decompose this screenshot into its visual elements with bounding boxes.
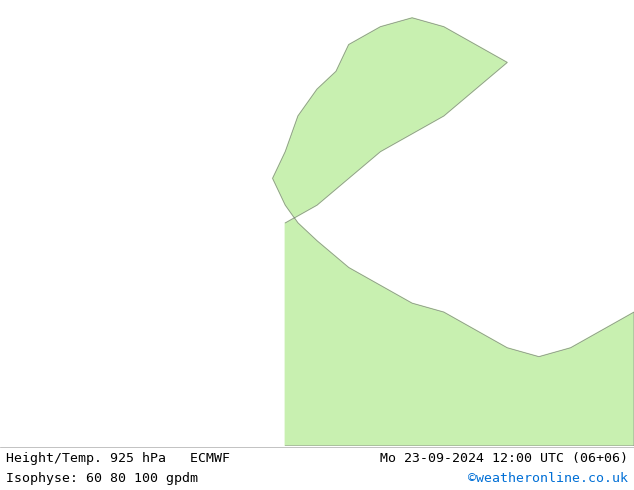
Text: Isophyse: 60 80 100 gpdm: Isophyse: 60 80 100 gpdm (6, 472, 198, 486)
Text: ©weatheronline.co.uk: ©weatheronline.co.uk (468, 472, 628, 486)
Text: Height/Temp. 925 hPa   ECMWF: Height/Temp. 925 hPa ECMWF (6, 452, 230, 465)
Text: Mo 23-09-2024 12:00 UTC (06+06): Mo 23-09-2024 12:00 UTC (06+06) (380, 452, 628, 465)
Polygon shape (273, 18, 634, 446)
